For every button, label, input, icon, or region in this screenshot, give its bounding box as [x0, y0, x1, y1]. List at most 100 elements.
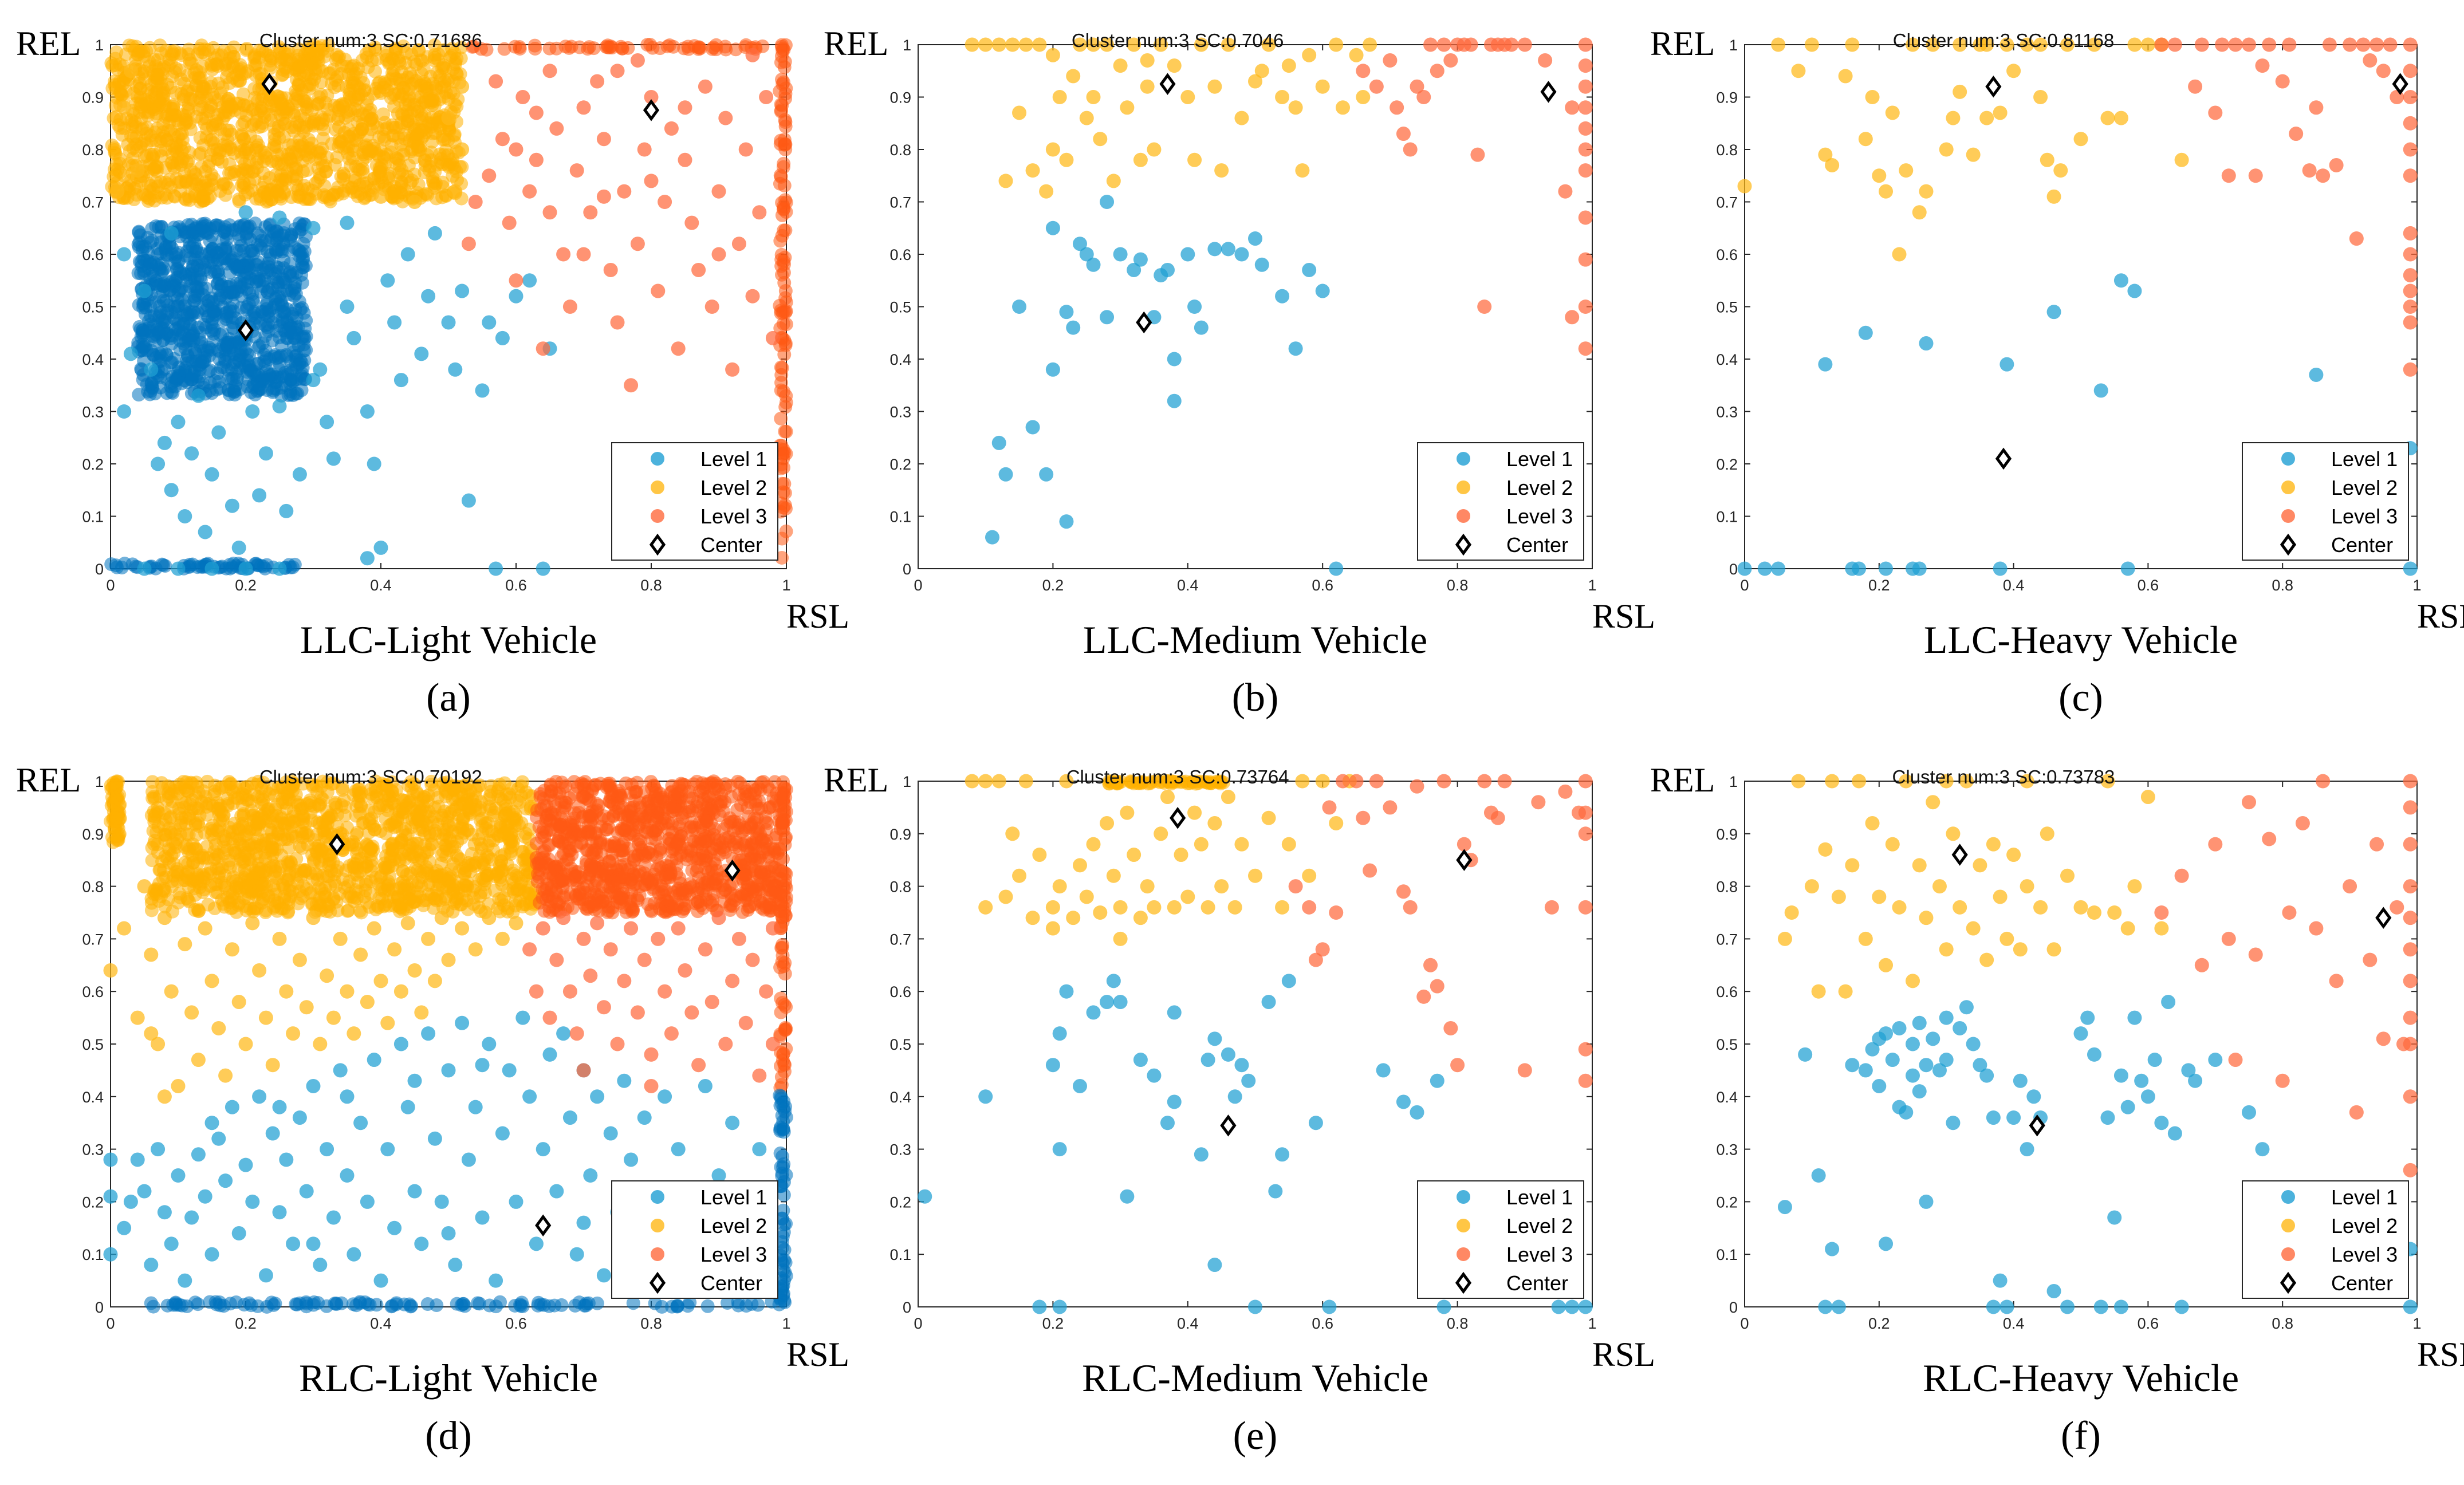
data-point-level-2: [113, 152, 127, 166]
x-tick-label: 0.6: [505, 577, 527, 594]
data-point-level-2: [1804, 37, 1819, 52]
y-tick-label: 0.9: [82, 89, 104, 107]
data-point-level-2: [349, 159, 363, 174]
data-point-level-3: [774, 97, 788, 112]
data-point-level-3: [1436, 37, 1451, 52]
data-point-level-1: [144, 362, 159, 377]
data-point-level-2: [168, 85, 183, 100]
data-point-level-1: [238, 359, 252, 373]
y-tick-label: 0.8: [82, 879, 104, 896]
x-tick-label: 0.4: [370, 577, 392, 594]
data-point-level-1: [214, 361, 228, 375]
axis-ticks: 0 0.2 0.4 0.6 0.8 100.10.20.30.40.50.60.70.80…: [1716, 37, 2421, 594]
data-point-level-1: [194, 336, 208, 350]
data-point-level-3: [630, 237, 645, 251]
data-point-level-1: [340, 300, 355, 314]
legend-entry-label: Center: [700, 533, 762, 557]
data-point-level-3: [2208, 105, 2223, 120]
data-point-level-2: [493, 817, 507, 831]
data-point-level-2: [309, 49, 324, 63]
data-point-level-1: [247, 306, 261, 320]
data-point-level-1: [210, 277, 225, 291]
data-point-level-2: [376, 798, 390, 813]
x-tick-label: 0: [1740, 577, 1749, 594]
data-point-level-2: [347, 68, 361, 82]
data-point-level-2: [320, 824, 334, 838]
data-point-level-2: [494, 849, 508, 863]
data-point-level-3: [2403, 142, 2418, 157]
x-tick-label: 0.4: [1177, 577, 1199, 594]
legend-marker-level-1: [2281, 452, 2295, 466]
data-point-level-1: [212, 291, 227, 305]
data-point-level-2: [429, 893, 443, 908]
data-point-level-2: [436, 832, 450, 846]
data-point-level-3: [2215, 37, 2230, 52]
data-point-level-1: [137, 283, 152, 298]
data-point-level-3: [2228, 37, 2243, 52]
y-tick-label: 0.6: [82, 983, 104, 1000]
data-point-level-1: [1302, 262, 1317, 277]
data-point-level-2: [177, 141, 191, 155]
legend-entry-label: Level 3: [700, 505, 767, 528]
data-point-level-2: [320, 775, 334, 789]
dense-cluster-level-2: [104, 38, 469, 209]
data-point-level-3: [775, 550, 789, 565]
data-point-level-3: [1504, 37, 1519, 52]
y-tick-label: 0.8: [889, 141, 911, 159]
legend-marker-center: [2280, 533, 2297, 556]
data-point-level-1: [2127, 283, 2142, 298]
data-point-level-1: [1275, 289, 1290, 304]
data-point-level-3: [529, 105, 544, 120]
data-point-level-2: [295, 841, 309, 855]
data-point-level-2: [347, 133, 361, 147]
data-point-level-2: [105, 81, 120, 96]
legend-marker-center: [1455, 533, 1472, 556]
data-point-level-3: [774, 411, 788, 426]
data-point-level-1: [150, 258, 164, 272]
data-point-level-2: [1086, 90, 1101, 104]
data-point-level-1: [261, 245, 275, 259]
data-point-level-1: [117, 404, 132, 419]
data-point-level-1: [216, 338, 230, 353]
data-point-level-3: [564, 40, 578, 54]
data-point-level-2: [277, 157, 292, 171]
data-point-level-3: [596, 189, 611, 204]
center-diamond-marker: [1136, 311, 1152, 334]
data-point-level-1: [1100, 195, 1115, 209]
data-point-level-2: [1872, 168, 1887, 183]
data-point-level-2: [248, 90, 262, 105]
data-point-level-2: [296, 777, 310, 791]
data-point-level-3: [1538, 53, 1553, 68]
data-point-level-2: [439, 143, 453, 157]
data-point-level-2: [149, 159, 163, 174]
legend-entry-label: Center: [1506, 533, 1568, 557]
data-point-level-1: [1059, 514, 1074, 529]
data-point-level-2: [278, 172, 292, 186]
data-point-level-1: [461, 493, 476, 508]
data-point-level-1: [320, 415, 334, 430]
data-point-level-1: [1160, 262, 1175, 277]
data-point-level-1: [387, 315, 402, 330]
data-point-level-2: [311, 161, 325, 175]
legend-box: [1417, 442, 1584, 561]
data-point-level-3: [2255, 58, 2270, 73]
data-point-level-2: [220, 843, 234, 857]
data-point-level-3: [2275, 74, 2290, 89]
data-point-level-2: [244, 858, 258, 872]
data-point-level-1: [1221, 242, 1235, 257]
data-point-level-3: [2369, 37, 2384, 52]
data-point-level-1: [340, 215, 355, 230]
data-point-level-2: [1052, 90, 1067, 104]
data-point-level-2: [448, 184, 463, 199]
data-point-level-2: [2113, 111, 2128, 125]
data-point-level-2: [298, 94, 312, 109]
data-point-level-2: [151, 75, 165, 89]
data-point-level-3: [777, 179, 792, 193]
y-axis-label: REL: [16, 25, 81, 62]
data-point-level-3: [2403, 64, 2418, 78]
data-point-level-3: [615, 41, 629, 56]
data-point-level-3: [542, 64, 557, 78]
data-point-level-3: [502, 215, 517, 230]
data-point-level-2: [387, 797, 401, 811]
data-point-level-1: [203, 376, 217, 390]
